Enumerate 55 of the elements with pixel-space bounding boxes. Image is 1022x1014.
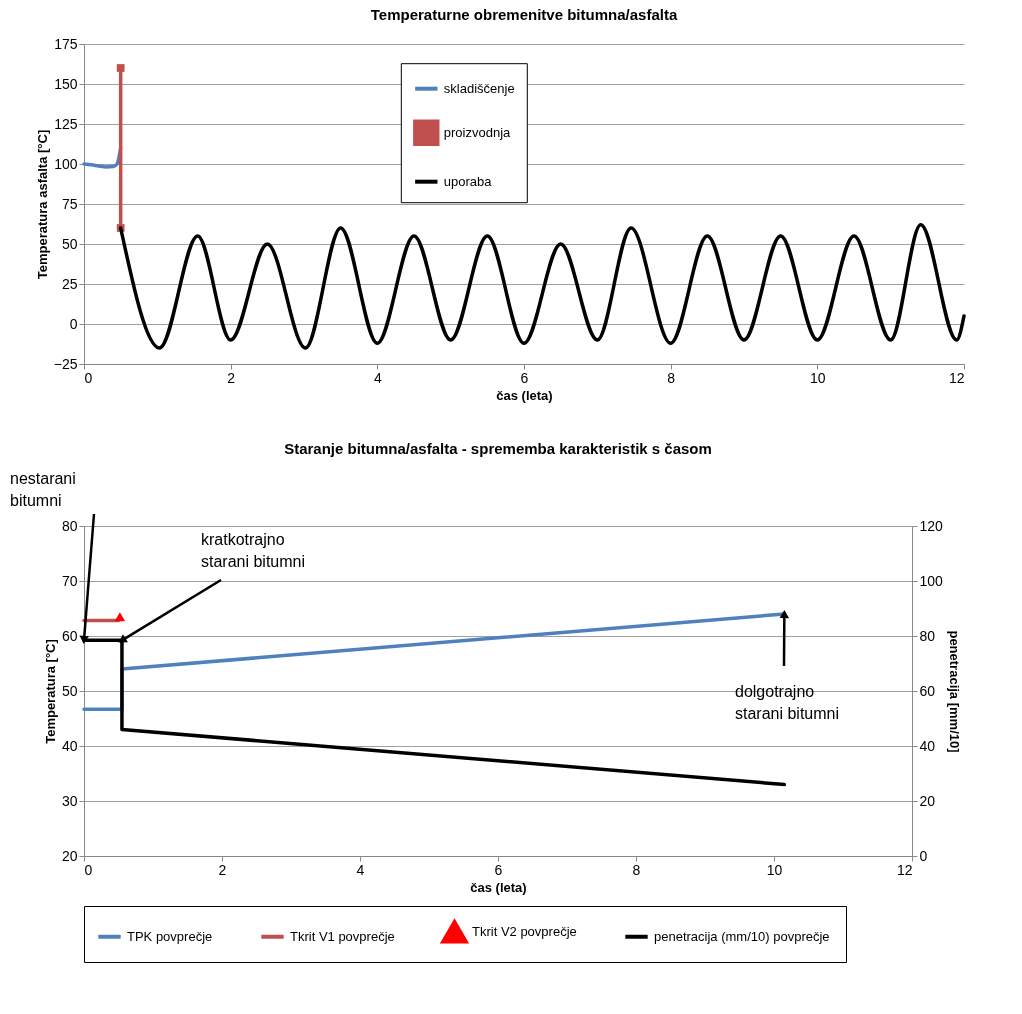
x-tick-label: 8: [667, 369, 676, 386]
x-tick-label: 8: [632, 861, 641, 878]
y-tick-label: 20: [61, 847, 78, 864]
y2-tick-label: 80: [919, 627, 936, 644]
x-tick-label: 10: [810, 369, 826, 386]
x-tick-label: 4: [356, 861, 365, 878]
x-tick-label: 2: [218, 861, 227, 878]
legend-label: Tkrit V1 povprečje: [290, 928, 395, 944]
y-tick-label: 0: [69, 315, 78, 332]
y-tick-label: 30: [61, 792, 78, 809]
annotation: kratkotrajno starani bitumni: [201, 530, 306, 570]
y-tick-label: 50: [61, 235, 78, 252]
chart-title: Staranje bitumna/asfalta - sprememba karakteristik s časom: [284, 440, 712, 457]
line-series: [118, 223, 966, 350]
y2-tick-label: 60: [919, 682, 936, 699]
y-tick-label: 80: [61, 517, 78, 534]
y2-tick-label: 20: [919, 792, 936, 809]
chart-title: Temperaturne obremenitve bitumna/asfalta: [370, 6, 678, 23]
annotation: dolgotrajno starani bitumni: [735, 683, 840, 722]
x-tick-label: 6: [494, 861, 503, 878]
legend-label: uporaba: [443, 173, 493, 189]
y-tick-label: 40: [61, 737, 78, 754]
y-tick-label: 60: [61, 627, 78, 644]
x-tick-label: 12: [896, 861, 913, 878]
legend-label: penetracija (mm/10) povprečje: [654, 928, 830, 944]
y-tick-label: 100: [54, 155, 78, 172]
y-tick-label: 70: [61, 572, 78, 589]
y2-axis-title: penetracija [mm/10]: [946, 630, 962, 753]
x-tick-label: 10: [766, 861, 783, 878]
x-tick-label: 4: [373, 369, 382, 386]
legend-label: proizvodnja: [443, 124, 512, 140]
x-tick-label: 0: [84, 861, 93, 878]
y2-tick-label: 120: [919, 517, 944, 534]
y-axis-title: Temperatura [°C]: [42, 639, 58, 744]
y-axis-title: Temperatura asfalta [°C]: [34, 129, 50, 280]
x-tick-label: 0: [84, 369, 93, 386]
y-tick-label: −25: [53, 355, 78, 372]
y-tick-label: 50: [61, 682, 78, 699]
x-axis-title: čas (leta): [470, 879, 527, 895]
x-tick-label: 2: [227, 369, 236, 386]
y-tick-label: 25: [61, 275, 78, 292]
x-axis-title: čas (leta): [496, 387, 553, 403]
legend-label: skladiščenje: [443, 80, 515, 96]
x-tick-label: 6: [520, 369, 529, 386]
legend-label: Tkrit V2 povprečje: [472, 923, 577, 939]
y-tick-label: 150: [54, 75, 78, 92]
x-tick-label: 12: [948, 369, 965, 386]
y2-tick-label: 0: [919, 847, 928, 864]
y2-tick-label: 100: [919, 572, 944, 589]
y-tick-label: 75: [61, 195, 78, 212]
y2-tick-label: 40: [919, 737, 936, 754]
annotation: nestarani bitumni: [10, 470, 76, 509]
y-tick-label: 125: [54, 115, 78, 132]
y-tick-label: 175: [54, 35, 78, 52]
legend-label: TPK povprečje: [127, 928, 213, 944]
